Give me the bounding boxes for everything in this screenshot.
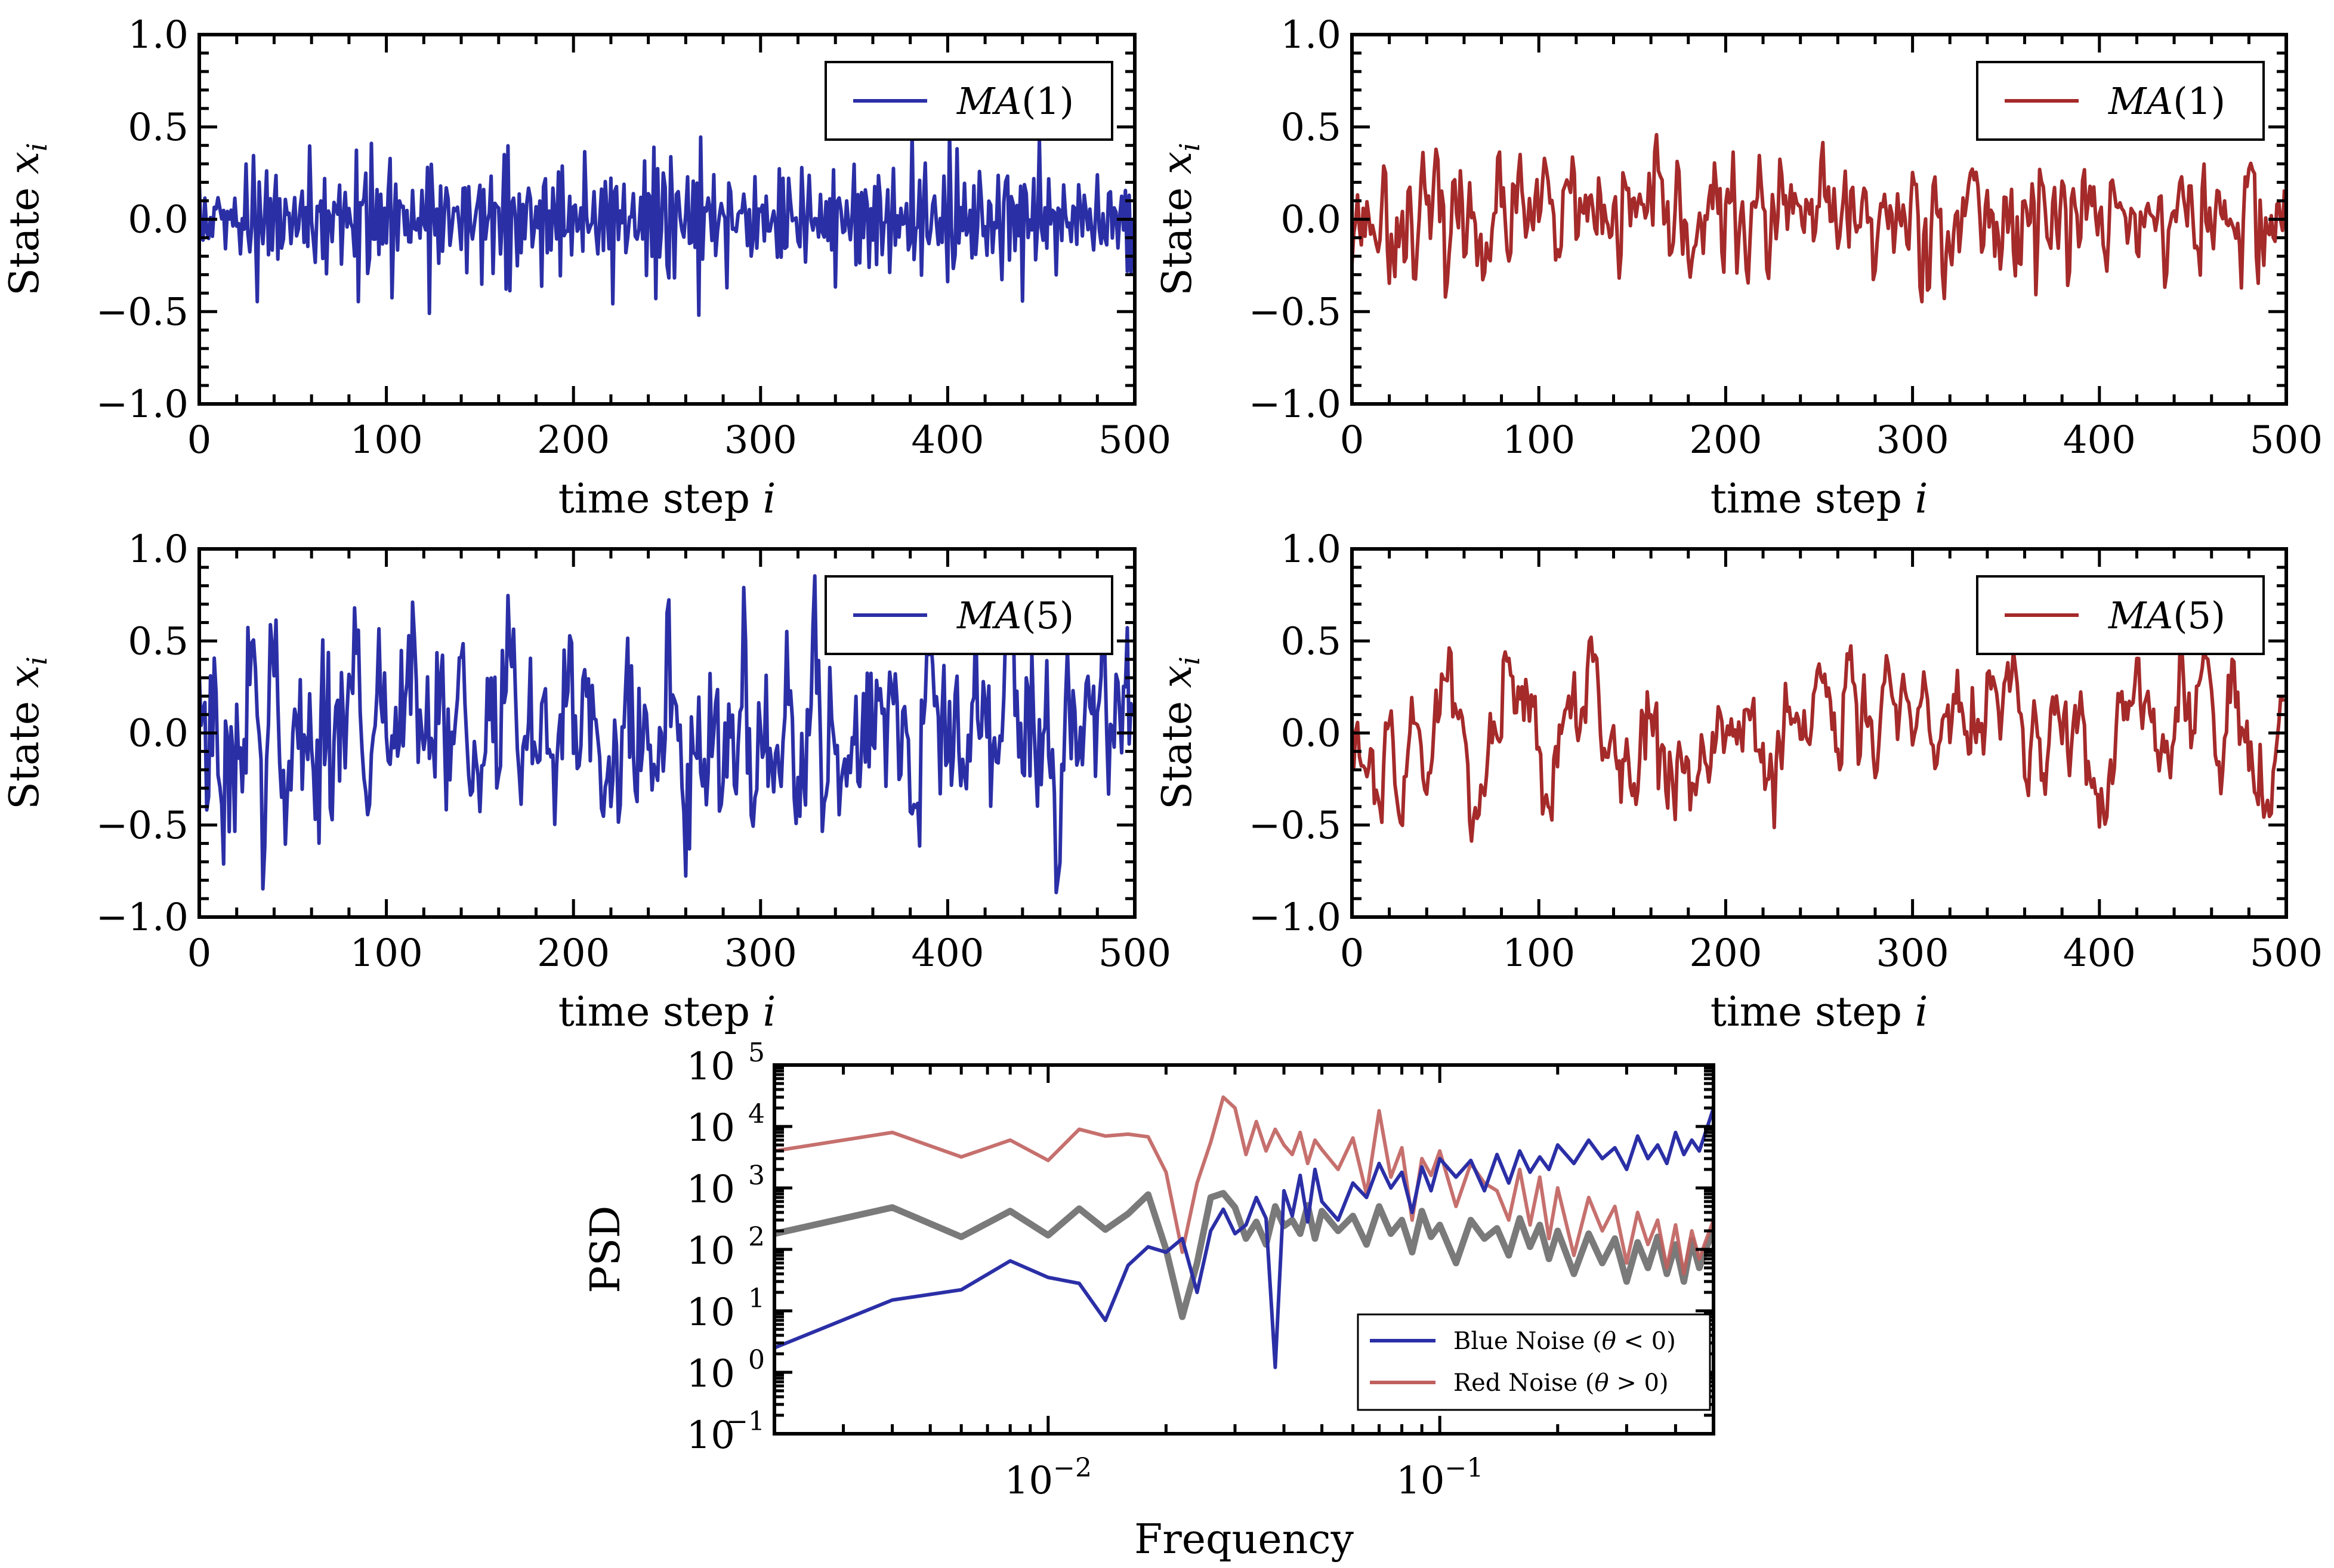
y-tick-exponent: 4 [748, 1099, 765, 1129]
x-tick-label: 500 [1098, 418, 1171, 462]
x-tick-label: 200 [537, 931, 610, 976]
chart-panel-middle-left: 0 100 200 300 400 500 1.0 0.5 0.0 −0.5 −1.0 time st… [1, 527, 1171, 1036]
y-tick-label: 0.5 [1280, 106, 1341, 150]
chart-panel-middle-right: 0 100 200 300 400 500 1.0 0.5 0.0 −0.5 −1.0 time st… [1154, 527, 2323, 1036]
y-axis-label: State xi [1, 656, 53, 810]
x-tick-label: 400 [2063, 418, 2136, 462]
y-tick-label: 10 [687, 1168, 735, 1212]
y-tick-label: 1.0 [1280, 13, 1341, 57]
legend-label: MA(5) [956, 594, 1074, 637]
legend-label: MA(1) [956, 79, 1074, 123]
legend-label: Blue Noise (θ < 0) [1453, 1328, 1676, 1355]
y-tick-label: −1.0 [96, 896, 189, 940]
y-tick-label: 0.0 [128, 198, 189, 242]
y-tick-label: 10 [687, 1413, 735, 1458]
x-tick-label: 400 [911, 931, 984, 976]
legend: MA(1) [1976, 61, 2265, 141]
x-tick-label: 500 [2250, 931, 2323, 976]
x-tick-label: 200 [1689, 931, 1762, 976]
series-line-0 [199, 574, 1135, 894]
x-tick-label: 500 [1098, 931, 1171, 976]
y-tick-label: 0.0 [1280, 198, 1341, 242]
x-tick-label: 100 [1502, 418, 1575, 462]
x-tick-label: 100 [350, 931, 423, 976]
chart-panel-top-right: 0 100 200 300 400 500 1.0 0.5 0.0 −0.5 −1.0 time st… [1154, 13, 2323, 523]
x-tick-label: 100 [1502, 931, 1575, 976]
y-axis-label: State xi [1154, 656, 1206, 810]
legend-label: MA(1) [2108, 79, 2225, 123]
legend: MA(5) [825, 575, 1113, 655]
y-tick-exponent: 0 [748, 1345, 765, 1375]
x-tick-label: 0 [1340, 931, 1364, 976]
x-tick-label: 100 [350, 418, 423, 462]
x-tick-label: 300 [724, 931, 797, 976]
y-tick-label: 10 [687, 1106, 735, 1150]
y-tick-label: −0.5 [1249, 804, 1341, 848]
y-tick-label: 10 [687, 1229, 735, 1273]
y-axis-label: State xi [1, 143, 53, 296]
y-tick-exponent: −1 [726, 1406, 765, 1437]
y-tick-label: 10 [687, 1291, 735, 1335]
y-tick-label: 0.5 [128, 619, 189, 663]
legend: Blue Noise (θ < 0) Red Noise (θ > 0) [1357, 1313, 1711, 1411]
y-tick-label: −1.0 [96, 382, 189, 427]
y-tick-label: 1.0 [128, 527, 189, 572]
y-tick-label: 1.0 [1280, 527, 1341, 572]
y-tick-label: 1.0 [128, 13, 189, 57]
x-tick-label: 10−1 [1396, 1453, 1483, 1503]
x-tick-label: 10−2 [1005, 1453, 1092, 1503]
y-axis-label: PSD [582, 1206, 629, 1294]
y-tick-label: −1.0 [1249, 896, 1341, 940]
psd-series-line-1 [774, 1095, 1714, 1276]
x-tick-label: 300 [724, 418, 797, 462]
x-tick-label: 0 [187, 418, 212, 462]
y-tick-label: 0.5 [128, 106, 189, 150]
x-tick-label: 300 [1876, 931, 1949, 976]
y-tick-label: 0.0 [128, 712, 189, 756]
x-tick-label: 0 [187, 931, 212, 976]
y-tick-label: −0.5 [96, 290, 189, 334]
x-axis-label: time step i [558, 989, 776, 1036]
x-tick-label: 200 [1689, 418, 1762, 462]
y-tick-label: 10 [687, 1352, 735, 1396]
y-tick-label: −0.5 [96, 804, 189, 848]
y-tick-exponent: 2 [748, 1222, 765, 1252]
y-tick-label: −1.0 [1249, 382, 1341, 427]
y-tick-label: 0.0 [1280, 712, 1341, 756]
x-tick-label: 400 [911, 418, 984, 462]
x-axis-label: Frequency [1134, 1516, 1354, 1563]
y-tick-label: −0.5 [1249, 290, 1341, 334]
legend-label: Red Noise (θ > 0) [1453, 1369, 1669, 1397]
series-line-0 [199, 130, 1135, 317]
legend: MA(5) [1976, 575, 2265, 655]
x-tick-label: 200 [537, 418, 610, 462]
x-tick-label: 0 [1340, 418, 1364, 462]
series-line-0 [1352, 132, 2286, 304]
x-axis-label: time step i [558, 476, 776, 523]
psd-series-line-2 [774, 1107, 1714, 1369]
x-tick-label: 400 [2063, 931, 2136, 976]
y-tick-exponent: 5 [748, 1038, 765, 1068]
y-axis-label: State xi [1154, 143, 1206, 296]
x-tick-label: 300 [1876, 418, 1949, 462]
x-tick-label: 500 [2250, 418, 2323, 462]
legend-box [1357, 1313, 1711, 1411]
x-axis-label: time step i [1711, 989, 1928, 1036]
y-tick-exponent: 1 [748, 1283, 765, 1314]
legend-label: MA(5) [2108, 594, 2225, 637]
y-tick-label: 10 [687, 1045, 735, 1089]
y-tick-exponent: 3 [748, 1160, 765, 1191]
series-line-0 [1352, 635, 2285, 843]
x-axis-label: time step i [1711, 476, 1928, 523]
legend: MA(1) [825, 61, 1113, 141]
psd-series-line-0 [774, 1190, 1714, 1320]
y-tick-label: 0.5 [1280, 619, 1341, 663]
chart-panel-top-left: 0 100 200 300 400 500 1.0 0.5 0.0 −0.5 −1.0 time st… [1, 13, 1171, 523]
